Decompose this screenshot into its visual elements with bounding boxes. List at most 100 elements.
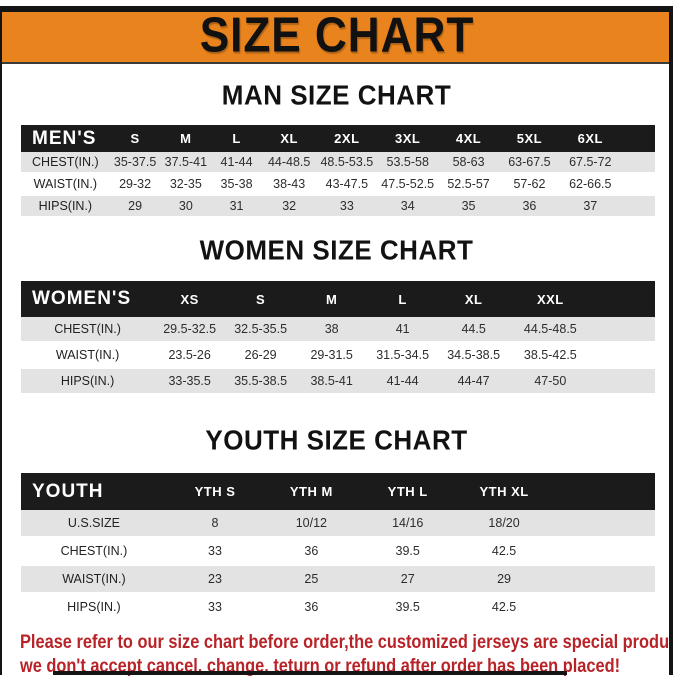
cell-value: 29.5-32.5: [154, 317, 226, 343]
cell-value: 31.5-34.5: [367, 343, 439, 369]
section-title-women: WOMEN SIZE CHART: [199, 234, 474, 266]
table-row: HIPS(IN.) 33 36 39.5 42.5: [21, 594, 655, 622]
table-row: HIPS(IN.) 29 30 31 32 33 34 35 36 37: [21, 196, 655, 218]
header-spacer: [592, 281, 655, 317]
top-black-bar: [0, 6, 673, 12]
column-header: XXL: [536, 291, 564, 307]
cell-value: 36: [263, 538, 360, 566]
cell-value: 33-35.5: [154, 369, 226, 395]
cell-value: 43-47.5: [316, 174, 378, 196]
column-header: 5XL: [516, 131, 543, 146]
cell-value: 52.5-57: [438, 174, 499, 196]
women-size-table: WOMEN'S XS S M L XL XXL CHEST(IN.) 29.5-32.5 32.5…: [21, 281, 655, 395]
column-header: YTH S: [194, 484, 236, 499]
cell-value: 41-44: [211, 152, 262, 174]
row-label: HIPS(IN.): [21, 369, 155, 395]
table-header-label: MEN'S: [32, 127, 97, 149]
cell-value: 10/12: [263, 510, 360, 538]
cell-value: 27: [359, 566, 456, 594]
cell-value: 41: [367, 317, 439, 343]
cell-value: 44.5: [438, 317, 510, 343]
cell-value: 33: [316, 196, 378, 218]
cell-value: 62-66.5: [559, 174, 621, 196]
cell-value: 32: [261, 196, 317, 218]
size-chart-page: SIZE CHART MAN SIZE CHART MEN'S S M L XL 2XL 3X…: [0, 6, 673, 677]
column-header: XL: [280, 131, 298, 146]
section-title-man: MAN SIZE CHART: [221, 79, 452, 111]
disclaimer-line-1: Please refer to our size chart before or…: [20, 631, 673, 653]
cell-spacer: [620, 152, 655, 174]
cell-value: 29-31.5: [296, 343, 368, 369]
cell-value: 38.5-42.5: [509, 343, 592, 369]
cell-value: 35-37.5: [109, 152, 161, 174]
charts-area: MAN SIZE CHART MEN'S S M L XL 2XL 3XL 4XL 5XL 6XL C…: [0, 79, 673, 622]
cell-value: 29: [455, 566, 553, 594]
cell-value: 48.5-53.5: [316, 152, 378, 174]
row-label: WAIST(IN.): [21, 566, 167, 594]
cell-value: 29: [109, 196, 161, 218]
cell-spacer: [620, 174, 655, 196]
cell-value: 36: [263, 594, 360, 622]
column-header: S: [130, 131, 140, 146]
cell-value: 38.5-41: [296, 369, 368, 395]
table-row: WAIST(IN.) 23.5-26 26-29 29-31.5 31.5-34.5 34…: [21, 343, 655, 369]
cell-value: 39.5: [359, 538, 456, 566]
cell-value: 8: [166, 510, 264, 538]
page-title: SIZE CHART: [199, 6, 474, 62]
size-chart-section-man: MAN SIZE CHART MEN'S S M L XL 2XL 3XL 4XL 5XL 6XL C…: [0, 79, 673, 218]
cell-value: 29-32: [109, 174, 161, 196]
size-chart-section-youth: YOUTH SIZE CHART YOUTH YTH S YTH M YTH L YTH …: [0, 424, 673, 622]
table-row: CHEST(IN.) 29.5-32.5 32.5-35.5 38 41 44.5 44.5…: [21, 317, 655, 343]
cell-value: 67.5-72: [559, 152, 621, 174]
cell-value: 37: [559, 196, 621, 218]
table-header-row: MEN'S S M L XL 2XL 3XL 4XL 5XL 6XL: [21, 125, 655, 152]
cell-value: 44-48.5: [261, 152, 317, 174]
cell-value: 18/20: [455, 510, 553, 538]
cell-value: 34.5-38.5: [438, 343, 510, 369]
table-row: HIPS(IN.) 33-35.5 35.5-38.5 38.5-41 41-44 44-…: [21, 369, 655, 395]
cell-value: 38: [296, 317, 368, 343]
column-header: XS: [180, 291, 199, 307]
cell-value: 53.5-58: [377, 152, 439, 174]
table-header-label: YOUTH: [32, 480, 104, 502]
youth-size-table: YOUTH YTH S YTH M YTH L YTH XL U.S.SIZE 8 10/12…: [21, 473, 655, 622]
cell-value: 63-67.5: [499, 152, 560, 174]
row-label: WAIST(IN.): [21, 343, 155, 369]
table-header-row: WOMEN'S XS S M L XL XXL: [21, 281, 655, 317]
right-border: [669, 6, 673, 675]
column-header: XL: [464, 291, 483, 307]
man-size-table: MEN'S S M L XL 2XL 3XL 4XL 5XL 6XL CHEST(IN.) 35-37…: [21, 125, 655, 218]
row-label: HIPS(IN.): [21, 196, 110, 218]
table-header-row: YOUTH YTH S YTH M YTH L YTH XL: [21, 473, 655, 510]
cell-spacer: [591, 317, 655, 343]
cell-value: 58-63: [438, 152, 499, 174]
column-header: S: [256, 291, 266, 307]
bottom-black-bar: [53, 671, 567, 675]
size-chart-section-women: WOMEN SIZE CHART WOMEN'S XS S M L XL XXL CHEST(I…: [0, 234, 673, 395]
left-border: [0, 6, 2, 675]
cell-value: 23: [166, 566, 264, 594]
cell-value: 41-44: [367, 369, 439, 395]
column-header: M: [325, 291, 338, 307]
row-label: WAIST(IN.): [21, 174, 110, 196]
cell-spacer: [591, 369, 655, 395]
column-header: 4XL: [455, 131, 482, 146]
cell-value: 42.5: [455, 594, 553, 622]
cell-value: 47-50: [509, 369, 592, 395]
table-row: WAIST(IN.) 23 25 27 29: [21, 566, 655, 594]
cell-value: 25: [263, 566, 360, 594]
row-label: CHEST(IN.): [21, 152, 110, 174]
cell-value: 32.5-35.5: [225, 317, 297, 343]
row-label: CHEST(IN.): [21, 538, 167, 566]
cell-value: 42.5: [455, 538, 553, 566]
column-header: YTH M: [289, 484, 333, 499]
row-label: CHEST(IN.): [21, 317, 155, 343]
cell-spacer: [552, 594, 655, 622]
column-header: YTH L: [387, 484, 428, 499]
cell-value: 35: [438, 196, 499, 218]
cell-value: 32-35: [160, 174, 212, 196]
cell-value: 14/16: [359, 510, 456, 538]
cell-value: 37.5-41: [160, 152, 212, 174]
table-row: CHEST(IN.) 35-37.5 37.5-41 41-44 44-48.5 48.5…: [21, 152, 655, 174]
cell-value: 35.5-38.5: [225, 369, 297, 395]
